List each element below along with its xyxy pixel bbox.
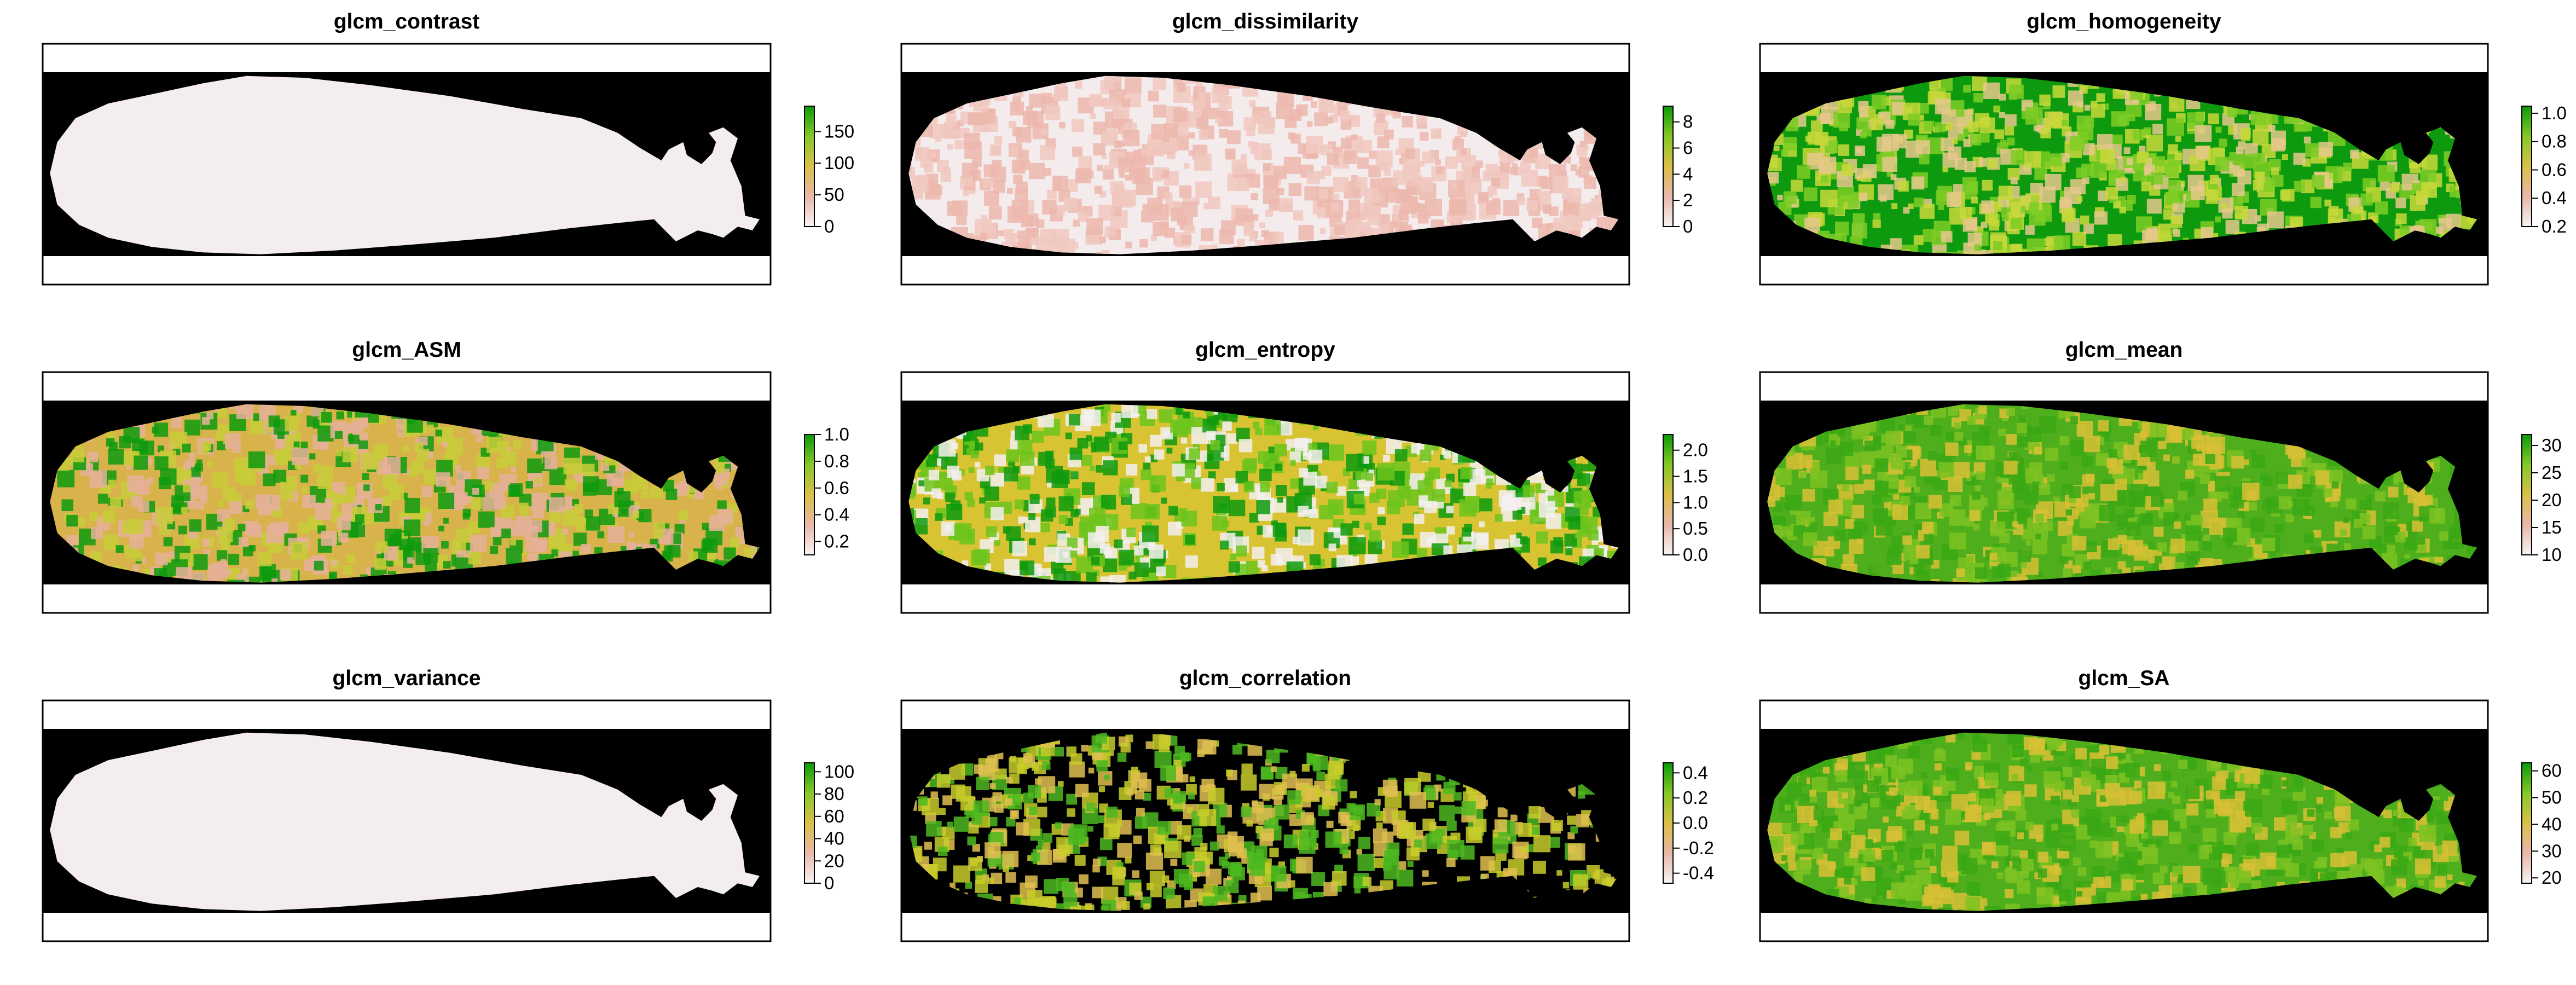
colorbar-tick-label: 2 [1683,190,1693,210]
colorbar-tick-label: 6 [1683,138,1693,158]
colorbar-tick-label: 40 [2542,814,2562,834]
colorbar-tick-label: 100 [824,153,854,173]
colorbar: 0.0 0.5 1.0 1.5 2.0 [1663,434,1708,565]
panel-glcm-homogeneity: glcm_homogeneity 0.2 0.4 0.6 0.8 1.0 [1759,10,2567,286]
colorbar-tick-label: 0.2 [2542,216,2567,236]
colorbar-tick-label: 0.6 [824,478,849,498]
colorbar-tick-label: 0 [1683,216,1693,236]
colorbar-ramp [1663,762,1674,884]
colorbar-tick-label: 1.0 [1683,492,1708,512]
colorbar: -0.4 -0.2 0.0 0.2 0.4 [1663,762,1714,884]
colorbar: 0.2 0.4 0.6 0.8 1.0 [2521,103,2567,236]
panel-title: glcm_homogeneity [2027,10,2221,33]
panel-glcm-ASM: glcm_ASM 0.2 0.4 0.6 0.8 1.0 [42,338,849,614]
colorbar-tick-label: 0.4 [824,505,849,525]
panel-glcm-dissimilarity: glcm_dissimilarity 0 2 4 6 8 [900,10,1693,286]
colorbar: 10 15 20 25 30 [2521,434,2562,565]
colorbar: 20 30 40 50 60 [2521,761,2562,888]
colorbar-tick-label: 0.2 [824,531,849,552]
colorbar-ramp [2521,106,2532,227]
colorbar-ramp [2521,434,2532,555]
colorbar-ramp [804,434,815,555]
panel-title: glcm_correlation [1179,667,1351,690]
colorbar-tick-label: 100 [824,761,854,781]
panel-glcm-SA: glcm_SA 20 30 40 50 60 [1759,667,2562,942]
panel-title: glcm_SA [2079,667,2170,690]
raster-surface [50,76,760,254]
colorbar-tick-label: 2.0 [1683,440,1708,460]
raster-surface [50,732,760,911]
colorbar-ramp [1663,434,1674,555]
colorbar-tick-label: 1.5 [1683,466,1708,486]
colorbar-tick-label: -0.2 [1683,838,1714,858]
colorbar-tick-label: 50 [2542,787,2562,808]
colorbar-tick-label: 1.0 [2542,103,2567,123]
colorbar-tick-label: 20 [2542,490,2562,510]
colorbar-tick-label: 0 [824,216,834,236]
colorbar-tick-label: 0.0 [1683,544,1708,565]
colorbar-tick-label: 20 [2542,867,2562,888]
colorbar-tick-label: 30 [2542,435,2562,455]
colorbar-ramp [2521,762,2532,884]
panel-glcm-contrast: glcm_contrast 0 50 100 150 [42,10,854,286]
colorbar: 0.2 0.4 0.6 0.8 1.0 [804,424,849,555]
panel-title: glcm_dissimilarity [1172,10,1359,33]
colorbar-tick-label: 40 [824,828,844,849]
colorbar-tick-label: 50 [824,184,844,205]
colorbar-tick-label: 60 [824,806,844,826]
colorbar-tick-label: 25 [2542,462,2562,483]
colorbar-tick-label: 80 [824,784,844,804]
panel-title: glcm_variance [332,667,481,690]
colorbar-tick-label: 10 [2542,544,2562,565]
colorbar-ramp [804,762,815,884]
colorbar-tick-label: -0.4 [1683,863,1714,883]
colorbar-tick-label: 0.5 [1683,518,1708,538]
colorbar-tick-label: 30 [2542,841,2562,861]
colorbar-ramp [1663,106,1674,227]
panel-title: glcm_ASM [352,338,461,362]
colorbar-tick-label: 4 [1683,164,1693,184]
colorbar-tick-label: 8 [1683,112,1693,132]
colorbar-tick-label: 0.6 [2542,159,2567,179]
colorbar-tick-label: 15 [2542,517,2562,537]
colorbar: 0 2 4 6 8 [1663,106,1693,236]
colorbar-tick-label: 1.0 [824,424,849,444]
colorbar-tick-label: 20 [824,850,844,871]
panel-glcm-mean: glcm_mean 10 15 20 25 30 [1759,338,2562,614]
colorbar: 0 50 100 150 [804,106,854,236]
colorbar-tick-label: 0.0 [1683,813,1708,833]
colorbar-tick-label: 0.8 [824,451,849,471]
panel-title: glcm_mean [2065,338,2183,362]
panel-glcm-entropy: glcm_entropy 0.0 0.5 1.0 1.5 2.0 [900,338,1708,614]
colorbar-tick-label: 150 [824,121,854,141]
colorbar-tick-label: 0.2 [1683,787,1708,808]
colorbar-tick-label: 0.4 [2542,188,2567,208]
panel-glcm-correlation: glcm_correlation -0.4 -0.2 0.0 0.2 0.4 [900,667,1714,942]
colorbar-tick-label: 0.8 [2542,131,2567,152]
colorbar-tick-label: 0.4 [1683,762,1708,783]
colorbar-tick-label: 0 [824,873,834,893]
panel-title: glcm_contrast [334,10,480,33]
colorbar-ramp [804,106,815,227]
panel-title: glcm_entropy [1195,338,1335,362]
colorbar-tick-label: 60 [2542,761,2562,781]
